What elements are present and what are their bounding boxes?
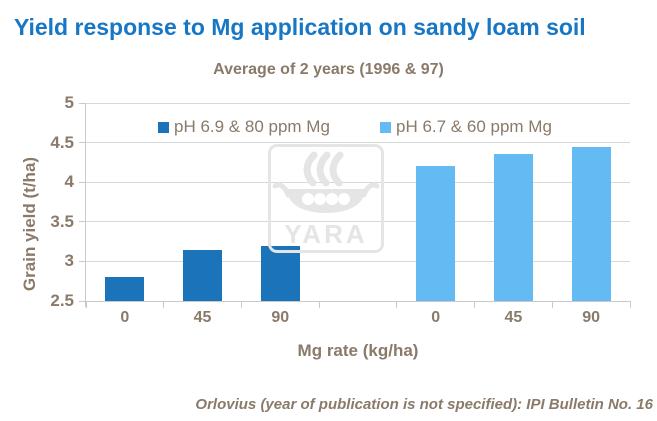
y-tick-label: 4 [64,172,74,192]
y-tick-mark [79,260,86,262]
x-tick-mark [551,302,553,308]
legend-swatch-dark-blue-icon [158,121,169,133]
gridline [86,102,630,104]
x-tick-label: 45 [504,309,523,326]
x-tick-mark [318,302,320,308]
x-tick-mark [85,302,87,308]
viking-ship-icon [272,151,380,213]
y-tick-label: 4.5 [50,132,74,152]
bar-series2-mg90 [571,146,611,301]
x-tick-mark [240,302,242,308]
chart-subtitle: Average of 2 years (1996 & 97) [213,61,444,78]
bar-series1-mg0 [105,277,145,301]
bar-series1-mg90 [260,245,300,301]
plot-area [86,102,630,302]
x-tick-label: 0 [120,309,130,326]
gridline [86,181,630,183]
y-tick-mark [79,102,86,104]
y-tick-label: 3 [64,251,74,271]
y-tick-label: 3.5 [50,211,74,231]
x-axis-line [86,301,631,302]
x-tick-mark [474,302,476,308]
bar-series1-mg45 [183,249,223,301]
x-tick-mark [163,302,165,308]
x-tick-label: 45 [193,309,212,326]
legend-swatch-light-blue-icon [380,121,391,133]
bar-series2-mg45 [493,154,533,301]
y-tick-mark [79,221,86,223]
y-tick-mark [79,142,86,144]
y-tick-label: 2.5 [50,291,74,310]
legend-item-ph67: pH 6.7 & 60 ppm Mg [380,117,552,136]
watermark-brand: YARA [284,219,368,249]
watermark: YARA [268,144,384,253]
legend-label-ph69: pH 6.9 & 80 ppm Mg [174,117,330,136]
citation: Orlovius (year of publication is not spe… [195,396,653,413]
gridline [86,221,630,223]
y-tick-label: 5 [64,93,74,112]
x-tick-mark [396,302,398,308]
gridline [86,142,630,144]
y-tick-mark [79,181,86,183]
gridline [86,260,630,262]
x-tick-label: 0 [431,309,441,326]
legend-item-ph69: pH 6.9 & 80 ppm Mg [158,117,330,136]
chart-title: Yield response to Mg application on sand… [14,14,586,40]
y-axis-line [85,103,86,307]
legend-label-ph67: pH 6.7 & 60 ppm Mg [396,117,552,136]
y-tick-mark [79,300,86,302]
x-tick-label: 90 [271,309,290,326]
x-tick-label: 90 [582,309,601,326]
bar-series2-mg0 [416,166,456,301]
x-tick-mark [629,302,631,308]
x-axis-title: Mg rate (kg/ha) [297,341,419,360]
